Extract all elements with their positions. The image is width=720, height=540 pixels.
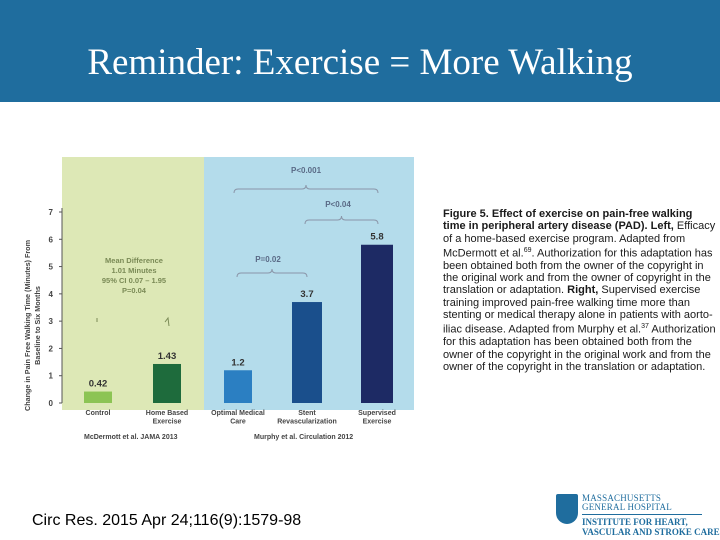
p-value-stent-supervised: P<0.04 [325,200,351,209]
y-tick-label: 6 [49,235,54,244]
category-label: Stent [298,410,316,417]
category-label: Revascularization [277,419,337,426]
caption-ref2: 37 [641,323,649,331]
category-label: Control [86,410,111,417]
hospital-logo: MASSACHUSETTS GENERAL HOSPITAL INSTITUTE… [556,492,720,540]
logo-line-2: GENERAL HOSPITAL [582,502,672,512]
y-tick-label: 0 [49,399,54,408]
bar-5 [361,244,393,403]
mean-difference-text: 1.01 Minutes [111,266,156,275]
y-tick-label: 1 [49,372,54,381]
mean-difference-bracket [164,316,170,327]
bar-value-label: 1.43 [158,351,177,362]
caption-part4: Authorization for this adaptation has be… [443,323,716,373]
bracket-medical-stent [236,268,308,278]
category-label: Home Based [146,410,188,417]
category-label: Exercise [363,419,392,426]
caption-part2: . Authorization for this adaptation has … [443,247,713,297]
y-tick-label: 5 [49,263,54,272]
category-label: Exercise [153,419,182,426]
logo-divider [582,514,702,515]
y-axis-label: Baseline to Six Months [33,286,42,365]
category-label: Care [230,419,246,426]
category-label: Optimal Medical [211,410,265,417]
caption-ref1: 69 [523,246,532,254]
caption-part1: Efficacy of a home-based exercise progra… [443,220,716,260]
caption-bold-right: Right, [567,284,599,297]
mean-difference-text: P=0.04 [122,286,147,295]
citation-text: Circ Res. 2015 Apr 24;116(9):1579-98 [32,512,302,529]
category-label: Supervised [358,410,396,417]
source-left: McDermott et al. JAMA 2013 [84,434,178,441]
logo-line-3: INSTITUTE FOR HEART, [582,517,688,527]
bar-value-label: 5.8 [370,232,383,243]
p-value-overall: P<0.001 [291,166,322,175]
y-tick-label: 4 [49,290,54,299]
bar-value-label: 3.7 [300,289,313,300]
slide-title: Reminder: Exercise = More Walking [87,42,633,83]
title-bar [0,0,720,102]
figure-caption: Figure 5. Effect of exercise on pain-fre… [443,208,718,373]
logo-line-4: VASCULAR AND STROKE CARE [582,527,720,537]
source-right: Murphy et al. Circulation 2012 [254,434,353,441]
bar-1 [84,391,112,403]
y-axis-label: Change in Pain Free Walking Time (Minute… [23,240,32,411]
p-value-medical-stent: P=0.02 [255,255,281,264]
bar-value-label: 1.2 [231,357,244,368]
mean-difference-text: Mean Difference [105,256,163,265]
bar-2 [153,363,181,403]
bar-4 [292,302,322,403]
y-tick-label: 7 [49,208,54,217]
shield-icon [556,494,578,524]
mean-difference-text: 95% CI 0.07 – 1.95 [102,276,166,285]
bar-value-label: 0.42 [89,379,108,390]
logo-line-1: MASSACHUSETTS [582,493,662,503]
bracket-stent-supervised [304,215,379,225]
y-tick-label: 3 [49,317,54,326]
y-tick-label: 2 [49,344,54,353]
bracket-overall [233,184,379,194]
caption-part3: Supervised exercise training improved pa… [443,284,713,336]
bar-chart: 0 1 2 3 4 5 6 7 Change in Pain Free Walking Time… [23,157,414,441]
caption-bold-lead: Figure 5. Effect of exercise on pain-fre… [443,208,693,233]
bar-3 [224,370,252,403]
